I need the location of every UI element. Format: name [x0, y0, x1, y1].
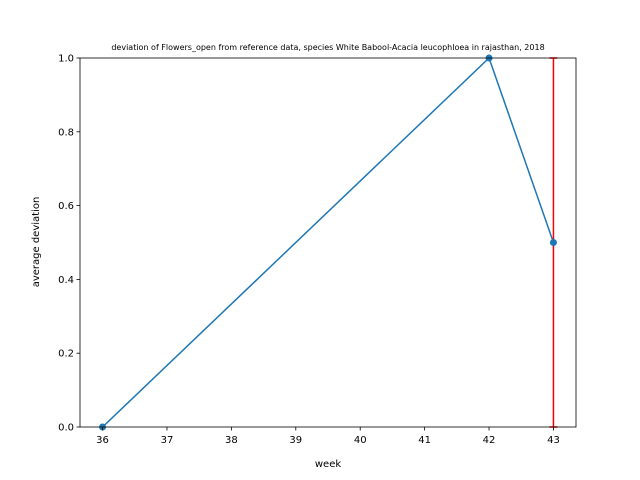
- y-tick-label: 0.0: [58, 423, 74, 434]
- x-tick-label: 42: [483, 435, 496, 446]
- data-point: [549, 239, 557, 246]
- x-axis-label: week: [315, 459, 341, 470]
- x-axis-ticks: 36 37 38 39 40 41 42 43: [96, 427, 560, 446]
- x-tick-label: 38: [225, 435, 238, 446]
- y-tick-label: 0.2: [58, 349, 74, 360]
- x-tick-label: 40: [354, 435, 367, 446]
- x-tick-label: 36: [96, 435, 109, 446]
- y-axis-label: average deviation: [31, 197, 42, 288]
- x-tick-label: 39: [289, 435, 302, 446]
- chart-title: deviation of Flowers_open from reference…: [111, 43, 544, 52]
- x-tick-label: 41: [418, 435, 431, 446]
- plot-marks: [102, 58, 555, 427]
- y-tick-label: 0.4: [58, 275, 74, 286]
- y-axis-ticks: 0.0 0.2 0.4 0.6 0.8 1.0: [58, 54, 80, 434]
- series-line: [102, 58, 555, 427]
- y-tick-label: 0.8: [58, 127, 74, 138]
- axes-frame: [79, 57, 577, 428]
- x-tick-label: 37: [161, 435, 174, 446]
- x-tick-label: 43: [547, 435, 560, 446]
- y-tick-label: 0.6: [58, 201, 74, 212]
- y-tick-label: 1.0: [58, 54, 74, 65]
